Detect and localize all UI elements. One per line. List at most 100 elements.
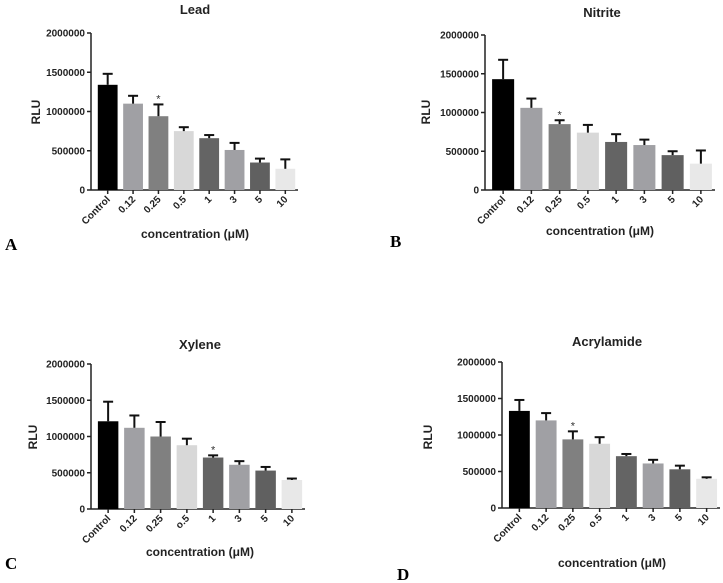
x-tick-label: 5: [673, 512, 685, 524]
bar: [255, 470, 276, 509]
y-tick-label: 1000000: [46, 432, 85, 443]
x-tick-label: 1: [620, 512, 632, 524]
x-tick-label: o.5: [174, 513, 192, 531]
x-tick-label: 5: [259, 513, 271, 525]
x-tick-label: 10: [696, 512, 712, 528]
panel-label: D: [397, 565, 409, 583]
y-tick-label: 0: [79, 186, 85, 197]
y-axis-label: RLU: [29, 100, 43, 125]
bar: [173, 131, 194, 190]
y-tick-label: 0: [79, 505, 85, 516]
x-tick-label: 0.12: [117, 194, 139, 216]
bar: [281, 480, 303, 509]
x-axis-label: concentration (μM): [146, 545, 254, 559]
x-tick-label: Control: [80, 513, 113, 546]
y-tick-label: 2000000: [457, 358, 496, 369]
bar: [229, 464, 250, 509]
x-tick-label: 0.25: [543, 194, 565, 216]
y-tick-label: 1500000: [46, 396, 85, 407]
x-tick-label: 10: [281, 513, 297, 529]
y-tick-label: 1000000: [457, 431, 496, 442]
x-axis-label: concentration (μM): [558, 556, 666, 570]
bar: [97, 421, 119, 509]
x-tick-label: 3: [228, 194, 240, 206]
x-tick-label: 0.12: [530, 512, 552, 534]
x-tick-label: 5: [253, 194, 265, 206]
significance-marker: *: [211, 444, 216, 456]
significance-marker: *: [156, 93, 161, 105]
bar: [605, 141, 628, 190]
bar: [562, 439, 584, 508]
x-tick-label: 1: [610, 194, 622, 206]
y-tick-label: 500000: [463, 467, 497, 478]
x-axis-label: concentration (μM): [546, 224, 654, 238]
x-tick-label: 1: [207, 513, 219, 525]
significance-marker: *: [571, 420, 576, 432]
x-tick-label: 0.5: [171, 194, 189, 212]
x-tick-label: 3: [638, 194, 650, 206]
y-tick-label: 1000000: [440, 108, 479, 119]
bar: [97, 84, 118, 190]
chart-title: Nitrite: [583, 5, 621, 20]
bar: [224, 149, 245, 190]
y-tick-label: 2000000: [440, 31, 479, 42]
y-tick-label: 2000000: [46, 29, 85, 40]
x-tick-label: 0.25: [556, 512, 578, 534]
bar: [202, 457, 224, 509]
bar: [535, 420, 557, 508]
x-tick-label: 0.5: [575, 194, 593, 212]
x-tick-label: 10: [275, 194, 291, 210]
bar: [250, 162, 270, 190]
y-tick-label: 500000: [446, 147, 480, 158]
x-tick-label: 5: [666, 194, 678, 206]
bar: [689, 163, 712, 190]
chart-title: Lead: [180, 2, 210, 17]
y-axis-label: RLU: [421, 425, 435, 450]
y-tick-label: 0: [473, 186, 479, 197]
panel-label: A: [5, 235, 18, 254]
x-tick-label: 0.12: [515, 194, 537, 216]
y-tick-label: 1500000: [440, 69, 479, 80]
bar: [520, 107, 543, 190]
x-axis-label: concentration (μM): [141, 227, 249, 241]
bar: [589, 443, 611, 508]
bar: [661, 155, 684, 190]
bar: [492, 79, 515, 190]
x-tick-label: 10: [690, 194, 706, 210]
bar: [176, 445, 198, 509]
bar: [669, 469, 691, 508]
significance-marker: *: [557, 109, 562, 121]
x-tick-label: 0.25: [142, 194, 164, 216]
bar: [124, 427, 145, 509]
y-tick-label: 1000000: [46, 107, 85, 118]
bar: [123, 103, 143, 190]
y-tick-label: 1500000: [457, 394, 496, 405]
panel-label: C: [5, 554, 17, 573]
bar: [696, 478, 718, 508]
y-axis-label: RLU: [26, 425, 40, 450]
chart-title: Acrylamide: [572, 334, 642, 349]
x-tick-label: 3: [647, 512, 659, 524]
x-tick-label: 0.25: [144, 513, 166, 535]
panel-label: B: [390, 232, 401, 251]
chart-title: Xylene: [179, 337, 221, 352]
bar: [633, 145, 656, 190]
bar: [275, 168, 296, 190]
bar: [576, 132, 599, 190]
bar: [148, 116, 169, 190]
x-tick-label: Control: [475, 194, 508, 227]
x-tick-label: Control: [80, 194, 113, 227]
x-tick-label: Control: [492, 512, 525, 545]
bar: [642, 463, 664, 508]
x-tick-label: 3: [233, 513, 245, 525]
y-tick-label: 500000: [52, 146, 86, 157]
y-tick-label: 1500000: [46, 68, 85, 79]
bar: [615, 456, 637, 508]
bar: [548, 124, 571, 190]
x-tick-label: o.5: [587, 512, 605, 530]
y-axis-label: RLU: [419, 100, 433, 125]
x-tick-label: 0.12: [118, 513, 140, 535]
y-tick-label: 500000: [52, 468, 86, 479]
bar: [199, 138, 220, 190]
